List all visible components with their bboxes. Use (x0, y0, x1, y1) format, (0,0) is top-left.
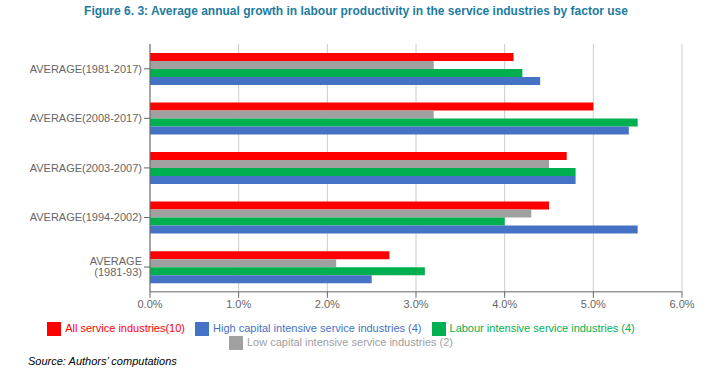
html-text:Figure 6. 3: Average annual gr: Figure 6. 3: Average annual growth in la… (84, 4, 628, 18)
svg-text:5.0%: 5.0% (581, 298, 606, 310)
svg-text:6.0%: 6.0% (669, 298, 694, 310)
html-text:Source: Authors’ computations: Source: Authors’ computations (28, 355, 177, 367)
svg-text:AVERAGE(2003-2007): AVERAGE(2003-2007) (30, 162, 142, 174)
svg-text:0.0%: 0.0% (137, 298, 162, 310)
html-text:All service industries(10): All service industries(10) (65, 321, 185, 334)
svg-text:4.0%: 4.0% (492, 298, 517, 310)
html-text:Labour intensive service indus: Labour intensive service industries (4) (449, 321, 635, 334)
svg-text:3.0%: 3.0% (403, 298, 428, 310)
svg-text:2.0%: 2.0% (315, 298, 340, 310)
svg-text:AVERAGE(2008-2017): AVERAGE(2008-2017) (30, 112, 142, 124)
svg-text:AVERAGE(1994-2002): AVERAGE(1994-2002) (30, 211, 142, 223)
html-text:Low capital intensive service: Low capital intensive service industries… (247, 335, 453, 348)
html-text:High capital intensive service: High capital intensive service industrie… (213, 321, 422, 334)
svg-text:AVERAGE(1981-93): AVERAGE(1981-93) (90, 255, 142, 278)
svg-text:AVERAGE(1981-2017): AVERAGE(1981-2017) (30, 63, 142, 75)
svg-text:1.0%: 1.0% (226, 298, 251, 310)
